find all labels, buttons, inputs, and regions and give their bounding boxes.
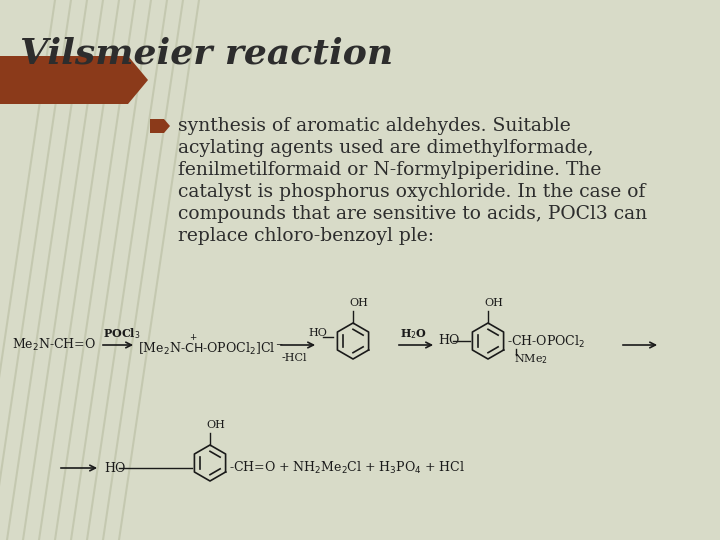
Text: [Me$_2$N-$\overset{+}{\rm CH}$-OPOCl$_2$]Cl$^-$: [Me$_2$N-$\overset{+}{\rm CH}$-OPOCl$_2$… [138, 333, 284, 357]
Text: synthesis of aromatic aldehydes. Suitable: synthesis of aromatic aldehydes. Suitabl… [178, 117, 571, 135]
Text: Vilsmeier reaction: Vilsmeier reaction [20, 36, 393, 70]
Text: HO: HO [308, 328, 327, 338]
Text: -CH=O + NH$_2$Me$_2$Cl + H$_3$PO$_4$ + HCl: -CH=O + NH$_2$Me$_2$Cl + H$_3$PO$_4$ + H… [229, 460, 465, 476]
Text: catalyst is phosphorus oxychloride. In the case of: catalyst is phosphorus oxychloride. In t… [178, 183, 645, 201]
Text: HO: HO [438, 334, 459, 348]
Text: compounds that are sensitive to acids, POCl3 can: compounds that are sensitive to acids, P… [178, 205, 647, 223]
Text: fenilmetilformaid or N-formylpiperidine. The: fenilmetilformaid or N-formylpiperidine.… [178, 161, 601, 179]
Text: OH: OH [206, 420, 225, 430]
Polygon shape [150, 119, 170, 133]
Text: replace chloro-benzoyl ple:: replace chloro-benzoyl ple: [178, 227, 434, 245]
Text: NMe$_2$: NMe$_2$ [514, 352, 548, 366]
Text: -CH-OPOCl$_2$: -CH-OPOCl$_2$ [507, 334, 585, 350]
Polygon shape [0, 56, 148, 104]
Text: -HCl: -HCl [282, 353, 307, 363]
Text: H$_2$O: H$_2$O [400, 327, 427, 341]
Text: HO: HO [104, 462, 125, 475]
Text: Me$_2$N-CH=O: Me$_2$N-CH=O [12, 337, 96, 353]
Text: OH: OH [484, 298, 503, 308]
Text: POCl$_3$: POCl$_3$ [103, 327, 140, 341]
Text: OH: OH [349, 298, 368, 308]
Text: acylating agents used are dimethylformade,: acylating agents used are dimethylformad… [178, 139, 593, 157]
